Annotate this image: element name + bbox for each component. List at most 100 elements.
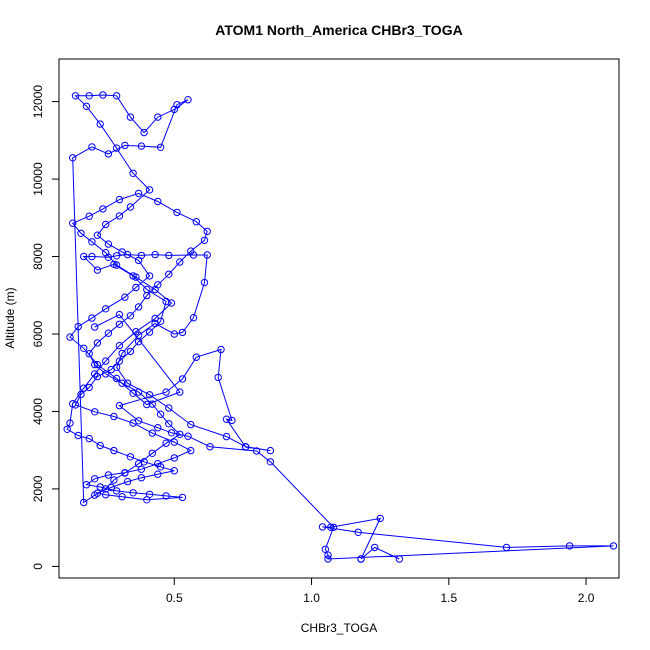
data-point xyxy=(126,203,135,211)
data-point xyxy=(85,434,93,443)
plot-frame xyxy=(58,58,620,579)
data-point xyxy=(74,322,82,331)
y-tick-label: 6000 xyxy=(31,320,45,347)
data-point xyxy=(148,400,157,408)
data-point xyxy=(88,238,96,246)
data-point xyxy=(242,443,250,451)
data-point xyxy=(165,270,173,278)
x-tick-label: 0.5 xyxy=(166,591,183,605)
data-point xyxy=(112,487,121,495)
data-point xyxy=(88,143,96,151)
data-point xyxy=(134,303,143,311)
data-point xyxy=(66,419,74,427)
data-point xyxy=(85,350,93,358)
data-point xyxy=(102,357,110,365)
data-point xyxy=(145,328,154,336)
data-point xyxy=(137,142,146,150)
data-point xyxy=(178,493,187,502)
y-tick-label: 8000 xyxy=(31,243,45,270)
data-point xyxy=(154,424,162,432)
data-point xyxy=(110,476,118,484)
data-point xyxy=(102,491,110,499)
data-point xyxy=(126,113,135,121)
data-point xyxy=(145,272,154,280)
data-point xyxy=(80,344,88,352)
data-point xyxy=(203,251,211,259)
data-point xyxy=(102,220,110,229)
data-point xyxy=(112,252,121,260)
data-point xyxy=(354,528,362,536)
data-point xyxy=(170,330,179,338)
data-point xyxy=(151,250,159,259)
data-point xyxy=(395,555,404,563)
data-point xyxy=(88,314,96,322)
data-point xyxy=(99,205,107,213)
data-point xyxy=(126,312,135,320)
data-point xyxy=(115,195,124,204)
data-point xyxy=(154,470,162,478)
data-point xyxy=(609,542,618,550)
data-point xyxy=(324,551,332,559)
data-point xyxy=(184,96,192,104)
data-point xyxy=(104,471,113,479)
data-point xyxy=(192,353,201,361)
data-point xyxy=(93,266,102,274)
data-point xyxy=(126,453,135,461)
data-point xyxy=(329,523,338,531)
data-point xyxy=(214,373,222,382)
data-point xyxy=(115,401,124,410)
data-point xyxy=(96,441,104,450)
data-point xyxy=(118,493,126,501)
data-point xyxy=(145,391,154,399)
data-point xyxy=(156,143,165,152)
data-point xyxy=(121,141,129,150)
data-point xyxy=(115,320,124,328)
data-point xyxy=(134,460,143,468)
x-tick-label: 1.5 xyxy=(440,591,457,605)
data-point xyxy=(176,388,184,396)
data-point xyxy=(178,375,187,383)
data-point xyxy=(115,310,124,319)
data-point xyxy=(134,388,143,396)
data-point xyxy=(252,447,261,455)
data-point xyxy=(187,247,195,255)
data-point xyxy=(110,412,118,421)
data-point xyxy=(112,92,121,100)
data-point xyxy=(69,400,77,408)
data-point xyxy=(102,370,110,378)
data-point xyxy=(266,446,275,455)
data-point xyxy=(126,347,135,356)
data-point xyxy=(222,432,231,441)
data-point xyxy=(102,249,110,257)
data-point xyxy=(134,256,143,265)
data-point xyxy=(102,485,110,493)
data-point xyxy=(91,408,99,416)
data-point xyxy=(91,370,99,378)
data-point xyxy=(162,492,170,500)
data-point xyxy=(143,496,151,504)
data-point xyxy=(134,189,143,198)
data-point xyxy=(148,429,157,437)
data-point xyxy=(321,545,329,553)
y-tick-label: 10000 xyxy=(31,162,45,196)
data-point xyxy=(93,360,102,369)
data-point xyxy=(184,432,192,440)
data-point xyxy=(203,227,211,236)
data-point xyxy=(112,261,121,269)
data-point xyxy=(93,231,102,239)
data-point xyxy=(104,329,113,337)
data-point xyxy=(80,384,88,392)
data-point xyxy=(63,425,71,433)
data-point xyxy=(85,383,93,392)
data-point xyxy=(104,150,113,158)
data-point xyxy=(318,523,327,531)
plot-area xyxy=(63,91,618,563)
data-point xyxy=(565,542,574,550)
data-point xyxy=(69,219,77,227)
data-point xyxy=(74,431,82,440)
data-point xyxy=(115,341,124,350)
data-point xyxy=(99,91,107,99)
data-point xyxy=(156,410,165,418)
data-point xyxy=(357,555,365,563)
data-point xyxy=(162,439,170,447)
